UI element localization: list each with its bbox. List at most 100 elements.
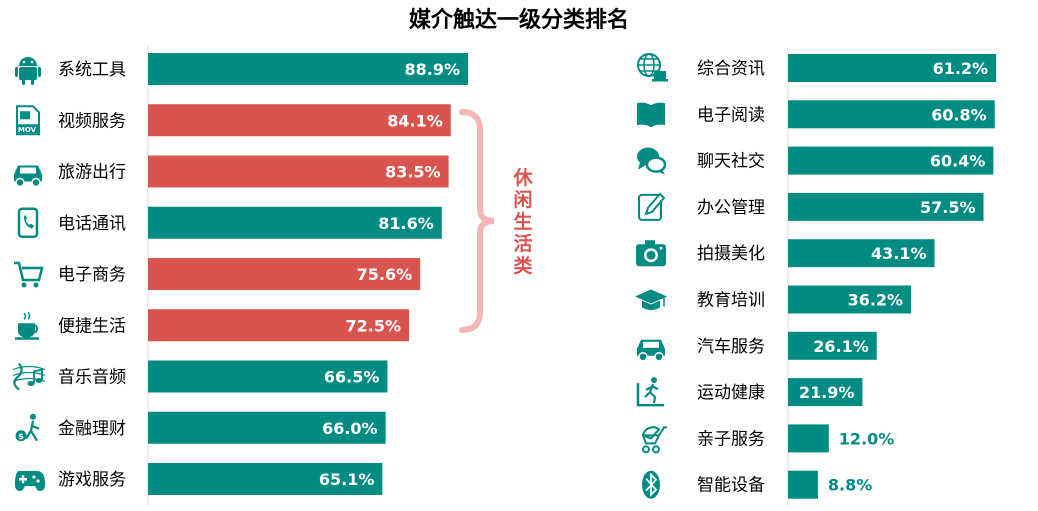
bar-row: 音乐音频 66.5% [12, 360, 388, 393]
value-label: 61.2% [933, 59, 989, 78]
bar [148, 206, 442, 239]
stroller-icon [641, 426, 667, 454]
music-icon [12, 362, 46, 391]
bar [148, 360, 388, 393]
bar-row: $ 金融理财 66.0% [15, 411, 386, 444]
car-icon [637, 339, 665, 362]
bar-row: 系统工具 88.9% [15, 53, 469, 85]
value-label: 72.5% [345, 316, 401, 335]
category-label: 音乐音频 [58, 368, 126, 388]
bar [788, 285, 912, 314]
video-icon: MOV [16, 105, 40, 136]
value-label: 36.2% [848, 291, 904, 310]
bar-row: 综合资讯 61.2% [637, 53, 997, 82]
annotation-char: 闲 [513, 188, 532, 211]
category-label: 旅游出行 [58, 163, 126, 183]
category-label: 综合资讯 [697, 59, 765, 79]
finance-icon: $ [15, 413, 40, 442]
graduation-cap-icon [635, 289, 667, 310]
value-label: 60.8% [931, 105, 987, 124]
left-panel: 系统工具 88.9%MOV 视频服务 84.1%旅游出行 83.5%电话通讯 81.6%电… [12, 45, 469, 505]
value-label: 57.5% [920, 198, 976, 217]
annotation-char: 活 [513, 232, 532, 255]
book-icon [637, 102, 665, 128]
category-label: 系统工具 [58, 60, 126, 80]
category-label: 聊天社交 [697, 152, 765, 172]
car-icon [14, 165, 42, 188]
category-label: 便捷生活 [58, 316, 126, 336]
bar-row: 亲子服务 12.0% [641, 424, 895, 454]
bar [148, 104, 451, 137]
svg-text:MOV: MOV [18, 126, 37, 134]
bar-row: 聊天社交 60.4% [637, 146, 994, 175]
bar-row: 智能设备 8.8% [642, 470, 872, 499]
bar [788, 146, 994, 175]
category-label: 视频服务 [58, 111, 126, 131]
edit-icon [638, 192, 666, 221]
category-label: 游戏服务 [58, 470, 126, 490]
category-label: 电子阅读 [697, 105, 765, 125]
brace [459, 109, 495, 333]
value-label: 12.0% [839, 429, 895, 448]
category-label: 拍摄美化 [697, 244, 765, 264]
bar [788, 331, 877, 360]
value-label: 60.4% [930, 152, 986, 171]
bar [788, 100, 995, 129]
phone-icon [17, 207, 39, 238]
category-label: 办公管理 [697, 198, 765, 218]
bar [788, 192, 984, 221]
cart-icon [14, 261, 44, 288]
bar-row: 拍摄美化 43.1% [636, 239, 935, 268]
svg-text:$: $ [18, 432, 24, 441]
bar [788, 378, 863, 407]
category-label: 运动健康 [697, 383, 765, 403]
bar-row: 汽车服务 26.1% [637, 331, 877, 362]
value-label: 8.8% [828, 476, 872, 495]
category-label: 金融理财 [58, 419, 126, 439]
value-label: 81.6% [378, 214, 434, 233]
bar-row: 运动健康 21.9% [636, 377, 863, 407]
value-label: 26.1% [813, 337, 869, 356]
bar [148, 463, 383, 495]
annotation-char: 生 [513, 210, 532, 233]
bar-row: 电子阅读 60.8% [637, 100, 995, 129]
bar [148, 309, 409, 342]
category-label: 电子商务 [58, 265, 126, 285]
globe-icon [637, 53, 668, 82]
android-icon [15, 57, 41, 85]
camera-icon [636, 240, 666, 267]
value-label: 75.6% [357, 265, 413, 284]
bar [148, 258, 421, 290]
bar-row: 电话通讯 81.6% [17, 206, 442, 239]
annotation-char: 休 [512, 167, 533, 189]
bar [148, 411, 386, 444]
value-label: 21.9% [799, 383, 855, 402]
category-label: 汽车服务 [697, 337, 765, 357]
right-panel: 综合资讯 61.2% 电子阅读 60.8% 聊天社交 60.4% 办公管理 57.5% 拍摄美化… [635, 48, 997, 505]
treadmill-icon [636, 377, 664, 407]
value-label: 83.5% [385, 163, 441, 182]
value-label: 66.5% [324, 368, 380, 387]
category-label: 教育培训 [697, 291, 765, 311]
bar-row: MOV 视频服务 84.1% [16, 104, 451, 137]
bar [788, 54, 997, 82]
bar-row: 游戏服务 65.1% [14, 463, 383, 495]
bar [788, 239, 935, 268]
bar-row: 便捷生活 72.5% [15, 309, 409, 342]
annotation-char: 类 [513, 254, 532, 277]
category-label: 电话通讯 [58, 214, 126, 234]
bar-row: 旅游出行 83.5% [14, 155, 449, 188]
category-label: 亲子服务 [697, 429, 765, 449]
bar-row: 电子商务 75.6% [14, 258, 421, 290]
value-label: 43.1% [871, 244, 927, 263]
value-label: 65.1% [319, 470, 375, 489]
gamepad-icon [14, 471, 46, 491]
bar-row: 教育培训 36.2% [635, 285, 912, 314]
bluetooth-icon [642, 470, 660, 499]
category-label: 智能设备 [697, 476, 765, 496]
value-label: 88.9% [405, 60, 461, 79]
bar [148, 53, 469, 85]
coffee-icon [15, 311, 39, 340]
